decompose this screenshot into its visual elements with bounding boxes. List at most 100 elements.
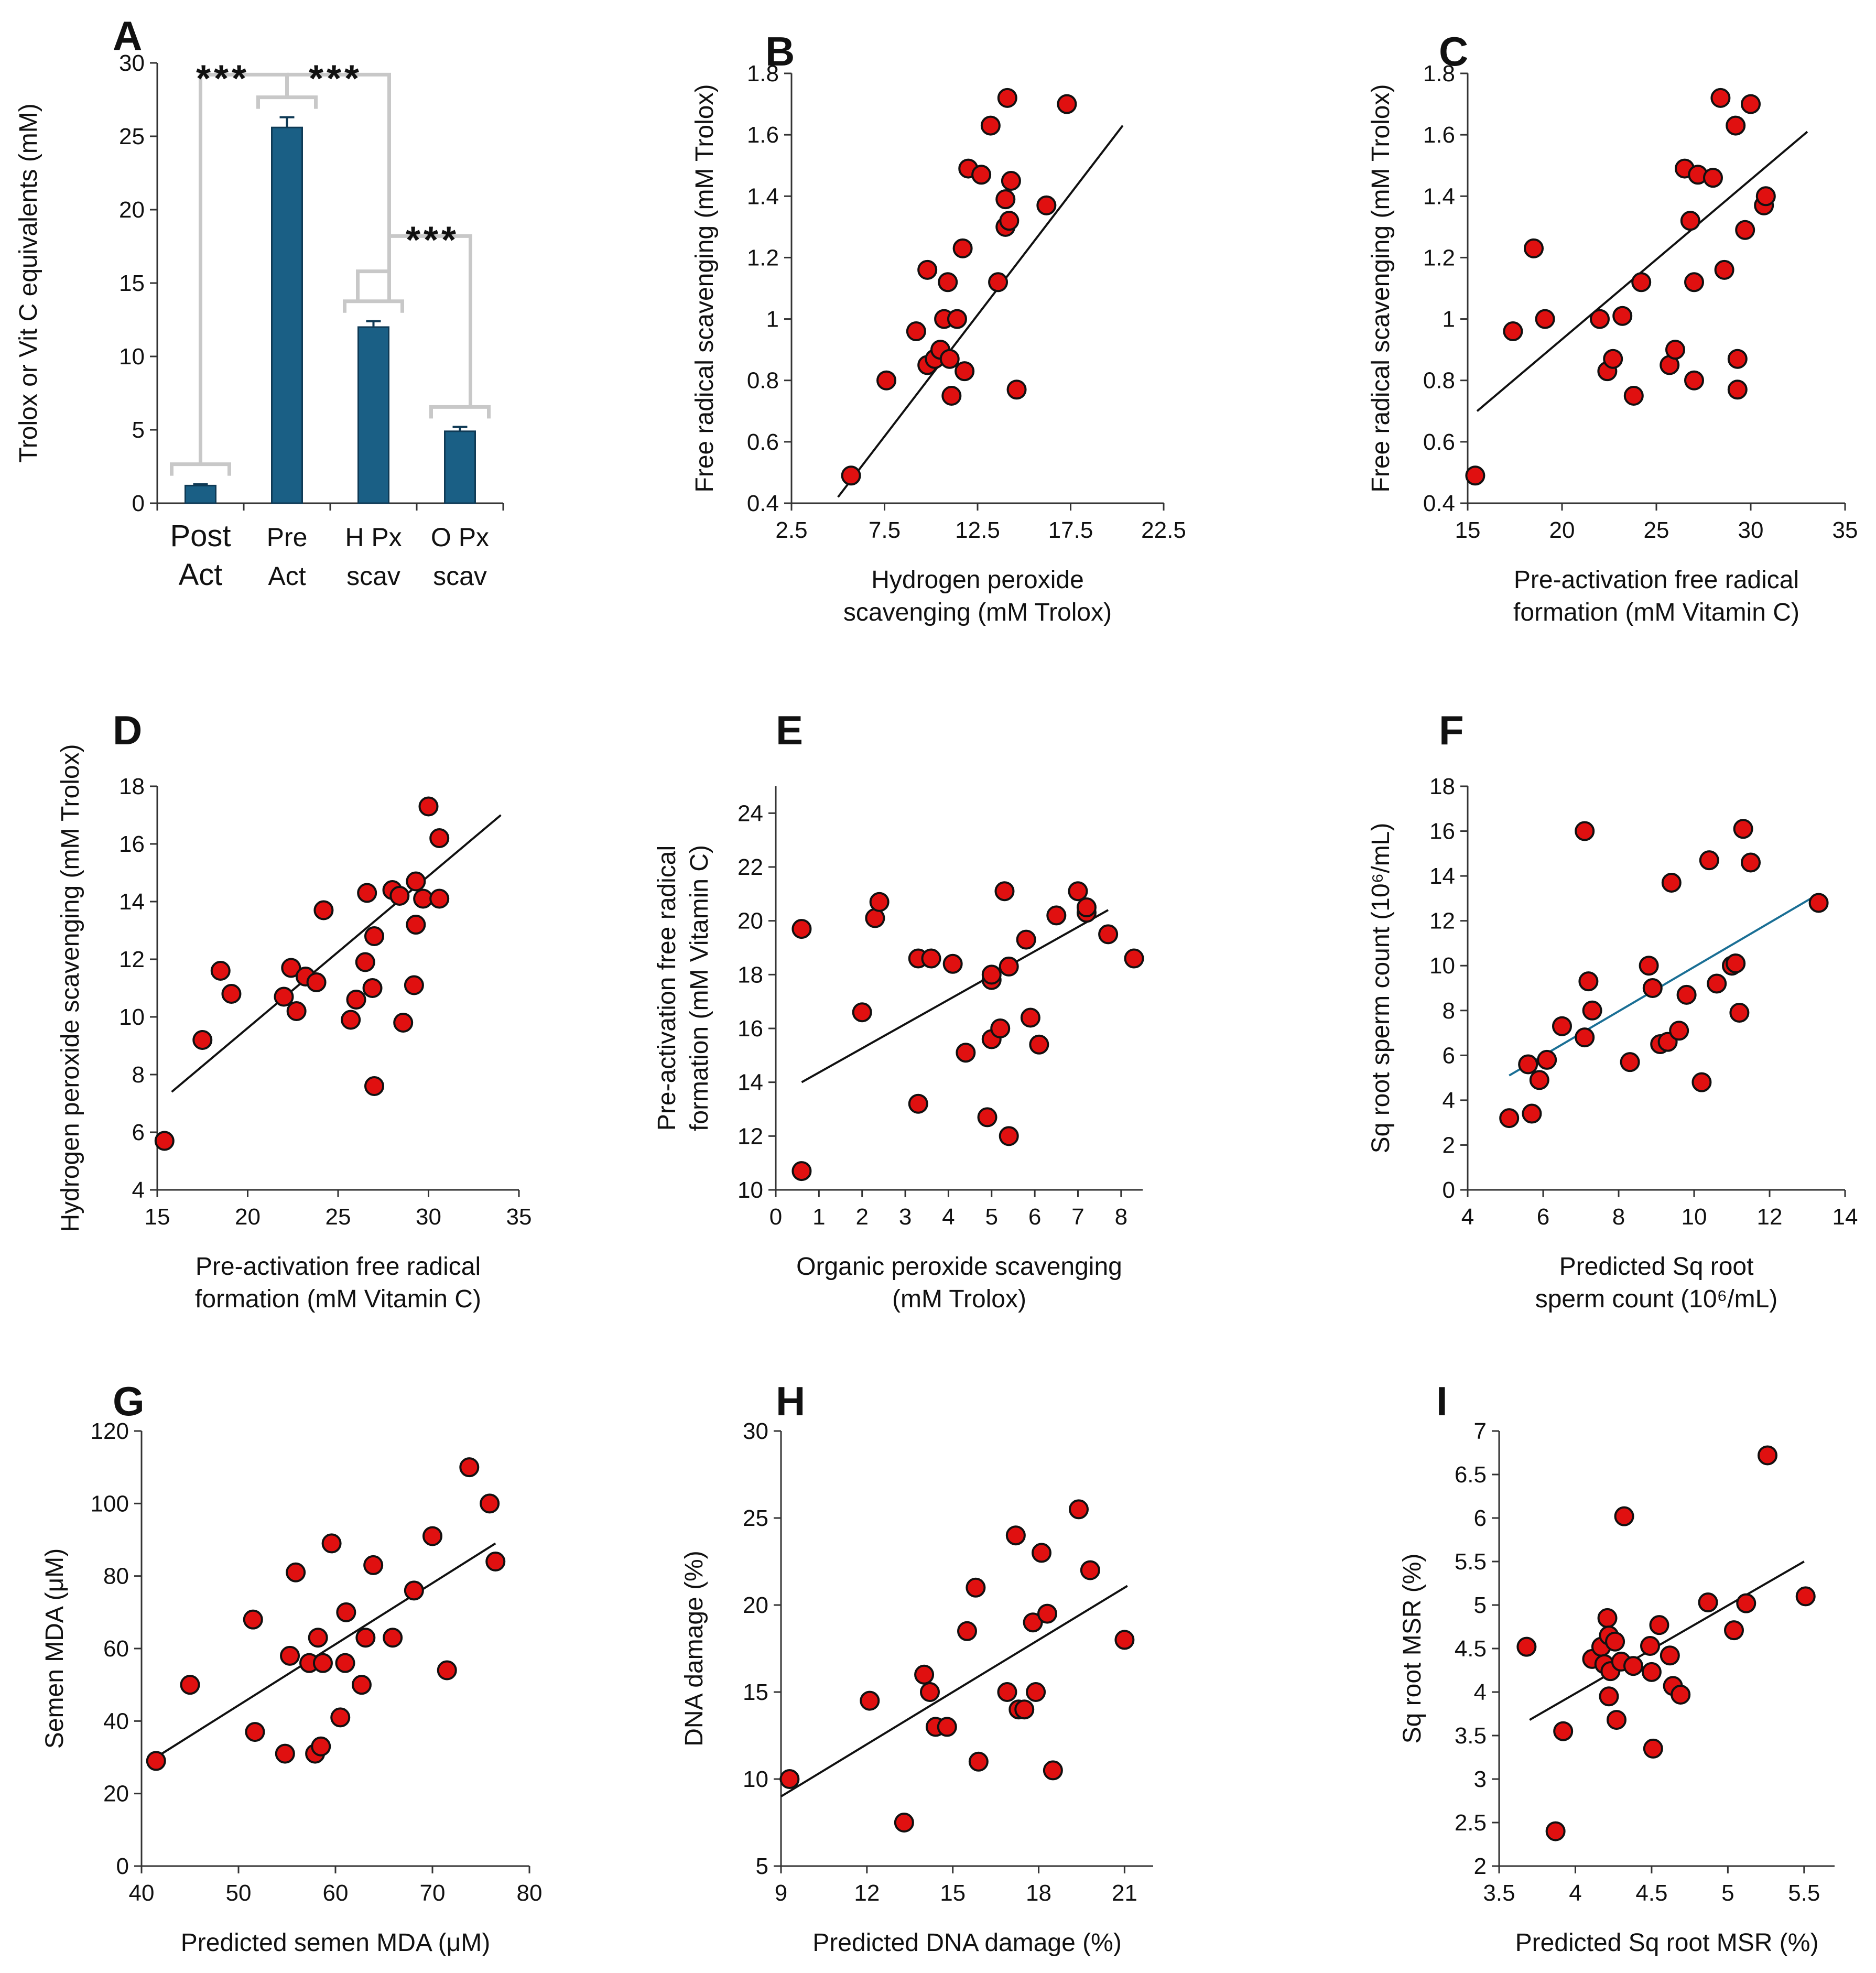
y-tick-label: 18 <box>738 962 763 988</box>
significance-bracket <box>387 234 472 407</box>
y-tick-label: 2.5 <box>1455 1810 1487 1836</box>
data-point <box>357 883 377 903</box>
panel-f: F 0 2 4 6 8 10 12 14 16 18 4 6 8 10 12 14 Predicted Sq ro… <box>1367 707 1858 1313</box>
y-tick-label: 30 <box>119 50 145 76</box>
data-point <box>1043 1760 1063 1781</box>
data-point <box>480 1493 500 1514</box>
x-tick-label: 5 <box>1721 1880 1734 1906</box>
x-tick-label: 8 <box>1612 1204 1625 1230</box>
category-label: scav <box>433 561 487 591</box>
significance-cap <box>256 95 318 109</box>
panel-letter: C <box>1439 28 1468 74</box>
x-tick-label: 20 <box>235 1204 261 1230</box>
data-point <box>941 386 962 406</box>
panel-a: A 0 5 10 15 20 25 30 Post Act Pre Act H Px scav O Px sc… <box>15 13 504 592</box>
y-axis-title: Hydrogen peroxide scavenging (mM Trolox) <box>57 744 84 1232</box>
panel-letter: E <box>776 707 803 753</box>
data-point <box>146 1751 166 1771</box>
x-tick-label: 9 <box>775 1880 787 1906</box>
y-tick-label: 1.6 <box>1423 122 1455 148</box>
data-point <box>1714 259 1734 280</box>
data-point <box>939 349 960 369</box>
y-tick-label: 1 <box>766 307 779 332</box>
data-point <box>1735 220 1755 240</box>
y-tick-label: 12 <box>1429 908 1455 934</box>
data-point <box>1032 1543 1051 1563</box>
data-point <box>1727 380 1748 400</box>
data-point <box>1660 1645 1680 1666</box>
data-point <box>1020 1007 1040 1028</box>
data-point <box>312 1653 333 1673</box>
panel-letter: G <box>113 1378 145 1424</box>
data-point <box>221 984 242 1004</box>
data-point <box>355 952 375 972</box>
x-axis-title: formation (mM Vitamin C) <box>195 1285 481 1313</box>
x-tick-label: 6 <box>1537 1204 1549 1230</box>
data-point <box>971 165 992 185</box>
data-point <box>364 926 384 946</box>
x-axis-title: Pre-activation free radical <box>196 1253 481 1281</box>
data-point <box>1524 238 1544 258</box>
data-point <box>413 888 433 909</box>
x-tick-label: 21 <box>1112 1880 1137 1906</box>
data-point <box>1014 1699 1035 1720</box>
data-point <box>1623 386 1644 406</box>
data-point <box>1575 821 1595 841</box>
x-tick-label: 7 <box>1071 1204 1084 1230</box>
y-tick-label: 2 <box>1443 1132 1455 1158</box>
data-point <box>1098 924 1119 945</box>
x-tick-label: 10 <box>1682 1204 1707 1230</box>
y-tick-label: 1.6 <box>747 122 779 148</box>
y-axis-title: formation (mM Vitamin C) <box>686 845 713 1131</box>
data-point <box>1023 1612 1043 1633</box>
data-point <box>1639 956 1659 976</box>
data-point <box>1124 948 1144 969</box>
data-point <box>406 871 426 892</box>
y-tick-label: 15 <box>119 270 145 296</box>
x-tick-label: 20 <box>1549 517 1575 543</box>
data-point <box>1727 349 1748 369</box>
data-point <box>1726 953 1746 973</box>
x-tick-label: 12.5 <box>955 517 1000 543</box>
data-point <box>1599 1686 1619 1707</box>
y-tick-label: 100 <box>91 1491 129 1516</box>
x-tick-label: 4.5 <box>1635 1880 1667 1906</box>
data-point <box>999 956 1019 977</box>
y-tick-label: 0.8 <box>747 368 779 394</box>
data-point <box>393 1013 414 1033</box>
x-axis-title: formation (mM Vitamin C) <box>1513 599 1799 626</box>
data-point <box>1552 1016 1572 1036</box>
data-point <box>1671 1684 1691 1705</box>
category-label: H Px <box>345 523 402 552</box>
data-point <box>346 990 366 1010</box>
data-point <box>1503 321 1523 341</box>
data-point <box>192 1030 213 1050</box>
data-point <box>1641 1662 1662 1682</box>
x-tick-label: 17.5 <box>1048 517 1093 543</box>
data-point <box>274 986 294 1007</box>
data-point <box>1001 171 1021 191</box>
data-point <box>1080 1560 1100 1580</box>
data-point <box>1614 1506 1634 1526</box>
data-point <box>418 796 439 817</box>
category-label: Post <box>170 519 231 553</box>
y-tick-label: 0 <box>132 491 145 516</box>
panel-g: G 0 20 40 60 80 100 120 40 50 60 70 80 Predicted seme… <box>41 1378 542 1957</box>
y-tick-label: 3.5 <box>1455 1723 1487 1749</box>
data-point <box>1736 1593 1756 1613</box>
x-tick-label: 5 <box>985 1204 998 1230</box>
panel-letter: H <box>776 1378 805 1424</box>
y-tick-label: 15 <box>743 1679 768 1705</box>
y-tick-label: 120 <box>91 1418 129 1444</box>
data-point <box>1710 88 1731 108</box>
data-point <box>1612 306 1633 326</box>
data-point <box>997 88 1017 108</box>
x-tick-label: 25 <box>326 1204 351 1230</box>
panel-i: I 2 2.5 3 3.5 4 4.5 5 5.5 6 6.5 7 3.5 4 4.5 5 5.5 Predict… <box>1398 1378 1835 1957</box>
data-point <box>1669 1021 1689 1041</box>
data-point <box>1643 1738 1663 1759</box>
data-point <box>938 272 958 292</box>
significance-cap <box>429 405 491 419</box>
data-point <box>1057 94 1077 114</box>
